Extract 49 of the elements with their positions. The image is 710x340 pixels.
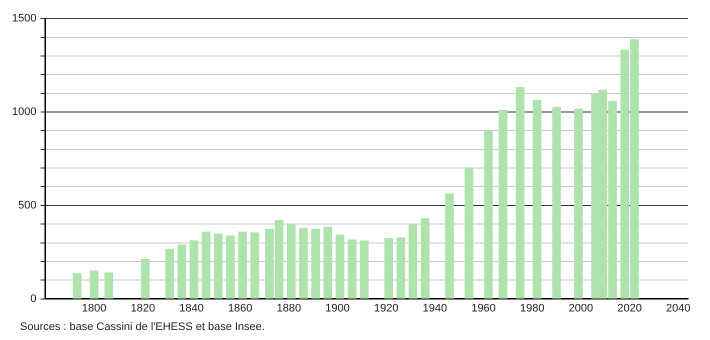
- bar: [214, 234, 223, 299]
- y-tick-label: 1000: [12, 106, 36, 118]
- bar: [484, 130, 493, 299]
- x-tick-label: 1960: [471, 302, 496, 314]
- x-tick-label: 1800: [82, 302, 106, 314]
- y-tick-label: 500: [18, 199, 36, 212]
- x-tick-label: 1900: [325, 302, 350, 314]
- bar: [384, 238, 393, 299]
- bar: [286, 224, 296, 299]
- x-tick-label: 2040: [666, 302, 691, 314]
- bar: [336, 234, 344, 299]
- bar: [348, 239, 356, 299]
- bar: [299, 228, 308, 299]
- x-tick-label: 1820: [130, 302, 156, 314]
- bar: [311, 228, 320, 299]
- x-tick-label: 1880: [276, 302, 302, 314]
- y-tick-label: 0: [30, 292, 36, 305]
- bar: [574, 108, 583, 299]
- bar: [177, 244, 186, 299]
- bar: [532, 100, 542, 299]
- x-tick-label: 1840: [179, 302, 204, 314]
- bar: [408, 224, 418, 299]
- x-tick-label: 1860: [228, 302, 252, 314]
- bar: [72, 273, 82, 299]
- y-tick-label: 1500: [12, 12, 36, 25]
- x-tick-label: 1980: [520, 302, 544, 314]
- bar: [323, 226, 332, 299]
- bar: [420, 218, 430, 299]
- bar: [165, 248, 174, 299]
- x-tick-label: 1920: [374, 302, 398, 314]
- bar: [238, 232, 247, 299]
- bar: [445, 193, 454, 299]
- bar: [250, 232, 260, 299]
- bar: [360, 240, 369, 299]
- bar: [396, 237, 406, 299]
- bar: [226, 236, 235, 299]
- bar: [498, 110, 508, 299]
- x-tick-label: 1940: [422, 302, 448, 314]
- bar: [90, 270, 98, 299]
- bar: [552, 106, 561, 299]
- bar: [190, 240, 198, 299]
- x-tick-label: 2000: [568, 302, 594, 314]
- bar: [516, 87, 524, 299]
- bar: [202, 232, 210, 299]
- x-tick-label: 2020: [617, 302, 642, 314]
- bar: [464, 168, 474, 299]
- bar: [140, 259, 150, 299]
- source-note: Sources : base Cassini de l'EHESS et base Insee.: [20, 321, 266, 333]
- bar: [104, 272, 114, 299]
